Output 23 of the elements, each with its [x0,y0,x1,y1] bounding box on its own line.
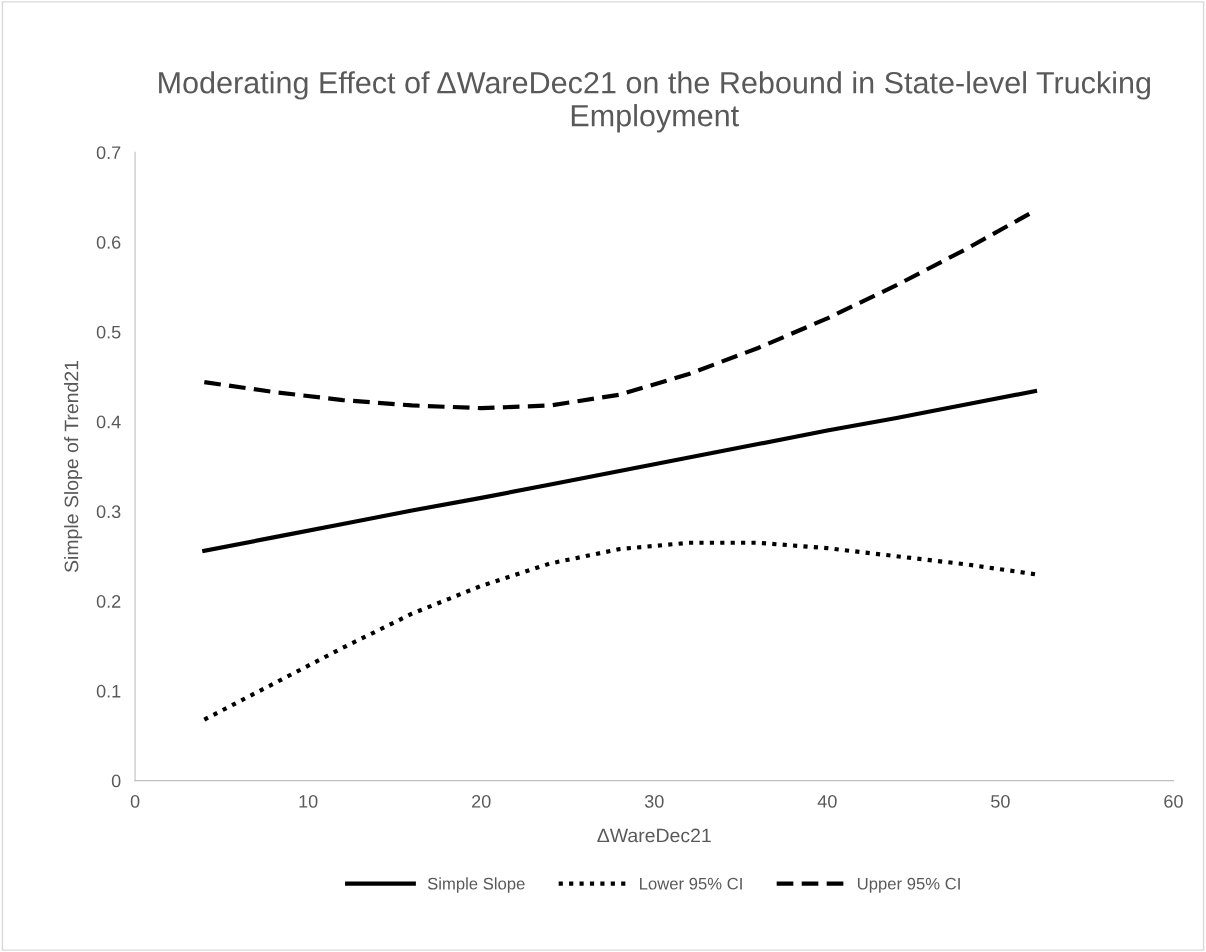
y-tick-label: 0.1 [96,684,121,698]
x-tick-label: 30 [644,795,664,808]
x-tick-label: 0 [130,795,140,808]
y-tick-label: 0.5 [96,325,121,339]
x-tick-label: 20 [472,795,491,808]
legend-label: Lower 95% CI [640,877,742,890]
legend-label: Upper 95% CI [857,877,960,893]
x-tick-label: 10 [299,795,318,808]
y-axis-title: Simple Slope of Trend21 [64,360,83,573]
x-tick-label: 40 [817,795,837,808]
line-series [202,388,1038,553]
y-tick-label: 0.6 [96,236,121,249]
x-tick-label: 60 [1164,795,1183,808]
y-tick-label: 0.3 [96,505,121,519]
x-axis-title: ΔWareDec21 [597,828,711,843]
legend-label: Simple Slope [427,877,525,893]
chart-title: Moderating Effect of ΔWareDec21 on the Rebound in State-level Trucking Employment [159,71,1150,133]
y-tick-label: 0.4 [96,415,121,429]
line-series [202,540,1038,722]
y-tick-label: 0.2 [96,595,121,608]
x-tick-label: 50 [991,795,1010,808]
y-tick-label: 0 [111,774,121,788]
y-tick-label: 0.7 [96,146,121,160]
